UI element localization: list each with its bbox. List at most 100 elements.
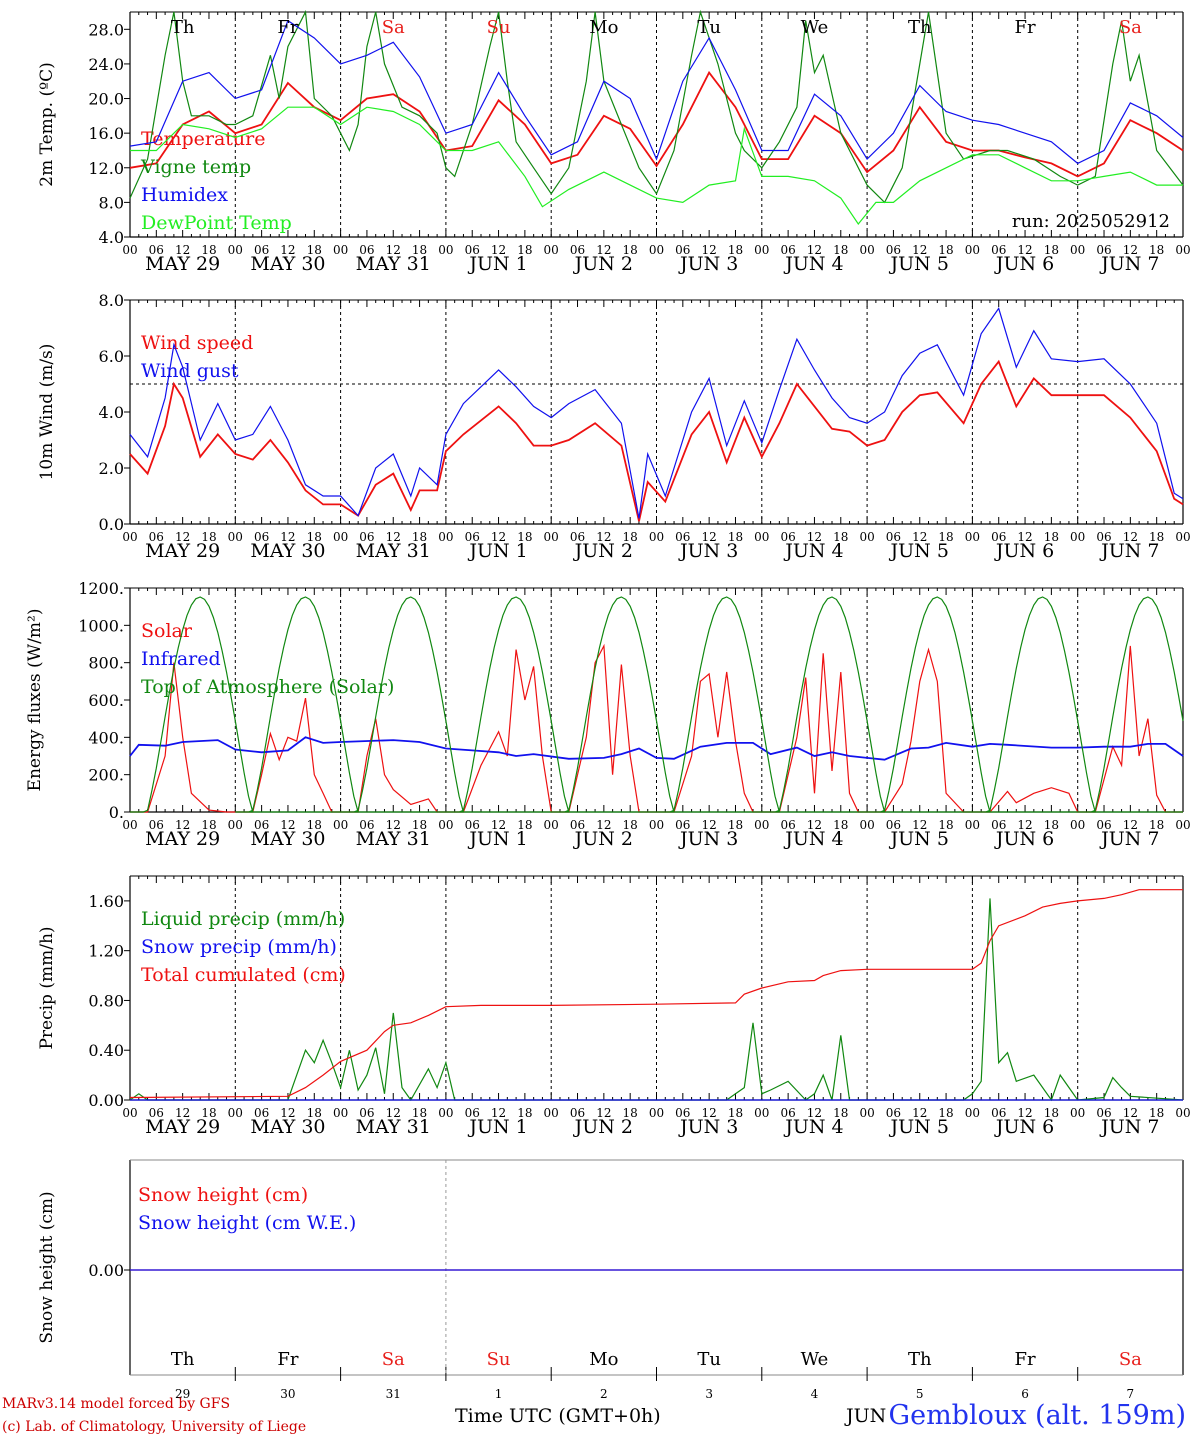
hour-tick-label: 12 <box>386 1106 401 1120</box>
hour-tick-label: 18 <box>412 530 427 544</box>
hour-tick-label: 18 <box>307 243 322 257</box>
hour-tick-label: 18 <box>938 818 953 832</box>
hour-tick-label: 06 <box>886 818 901 832</box>
hour-tick-label: 06 <box>886 1106 901 1120</box>
hour-tick-label: 12 <box>596 243 611 257</box>
hour-tick-label: 00 <box>333 818 348 832</box>
hour-tick-label: 06 <box>149 1106 164 1120</box>
hour-tick-label: 00 <box>649 530 664 544</box>
hour-tick-label: 12 <box>912 530 927 544</box>
weekday-label: Th <box>908 17 932 38</box>
hour-tick-label: 18 <box>728 243 743 257</box>
hour-tick-label: 06 <box>149 818 164 832</box>
weekday-label: Sa <box>1119 17 1142 38</box>
weekday-label: Sa <box>1119 1349 1142 1370</box>
hour-tick-label: 18 <box>623 243 638 257</box>
series-line-liquid-precip-mm-h- <box>129 898 1184 1102</box>
hour-tick-label: 06 <box>780 243 795 257</box>
hour-tick-label: 06 <box>359 530 374 544</box>
hour-tick-label: 00 <box>122 818 137 832</box>
hour-tick-label: 00 <box>333 1106 348 1120</box>
hour-tick-label: 00 <box>1175 818 1190 832</box>
hour-tick-label: 18 <box>623 1106 638 1120</box>
hour-tick-label: 12 <box>491 530 506 544</box>
y-tick-label: 400. <box>88 728 124 747</box>
date-label: MAY 30 <box>250 540 325 562</box>
hour-tick-label: 06 <box>780 818 795 832</box>
date-label: JUN 5 <box>889 828 949 850</box>
hour-tick-label: 12 <box>491 1106 506 1120</box>
hour-tick-label: 06 <box>254 1106 269 1120</box>
hour-tick-label: 18 <box>728 1106 743 1120</box>
y-tick-label: 4.0 <box>99 403 124 422</box>
y-tick-label: 600. <box>88 691 124 710</box>
hour-tick-label: 12 <box>1017 818 1032 832</box>
run-annotation: run: 2025052912 <box>1012 211 1170 232</box>
hour-tick-label: 12 <box>702 818 717 832</box>
date-label: JUN 3 <box>678 540 738 562</box>
y-axis-label: Snow height (cm) <box>37 1191 57 1343</box>
hour-tick-label: 12 <box>491 818 506 832</box>
date-label: JUN 4 <box>783 540 843 562</box>
hour-tick-label: 18 <box>412 243 427 257</box>
weekday-label: Th <box>908 1349 932 1370</box>
station-label: Gembloux (alt. 159m) <box>888 1400 1186 1431</box>
y-tick-label: 12.0 <box>88 159 124 178</box>
hour-tick-label: 00 <box>1175 243 1190 257</box>
hour-tick-label: 06 <box>359 818 374 832</box>
date-label: JUN 6 <box>994 540 1054 562</box>
date-label: JUN 7 <box>1099 540 1159 562</box>
hour-tick-label: 06 <box>1096 243 1111 257</box>
hour-tick-label: 06 <box>465 243 480 257</box>
series-line-wind-gust <box>129 307 1184 519</box>
hour-tick-label: 12 <box>596 818 611 832</box>
hour-tick-label: 00 <box>859 818 874 832</box>
series-line-dewpoint-temp <box>130 106 1183 226</box>
hour-tick-label: 06 <box>1096 818 1111 832</box>
hour-tick-label: 12 <box>280 818 295 832</box>
hour-tick-label: 12 <box>807 530 822 544</box>
hour-tick-label: 00 <box>544 530 559 544</box>
weekday-label: Su <box>487 17 511 38</box>
date-label: JUN 4 <box>783 828 843 850</box>
hour-tick-label: 00 <box>122 243 137 257</box>
legend-entry: Total cumulated (cm) <box>141 964 346 986</box>
hour-tick-label: 18 <box>517 1106 532 1120</box>
model-credit: MARv3.14 model forced by GFS <box>2 1396 231 1412</box>
y-tick-label: 1000. <box>78 616 124 635</box>
y-tick-label: 1.20 <box>88 942 124 961</box>
hour-tick-label: 00 <box>1175 530 1190 544</box>
date-label: JUN 4 <box>783 253 843 275</box>
hour-tick-label: 18 <box>623 818 638 832</box>
hour-tick-label: 06 <box>991 243 1006 257</box>
date-label: JUN 5 <box>889 253 949 275</box>
date-label: JUN 6 <box>994 253 1054 275</box>
y-tick-label: 4.0 <box>99 228 124 247</box>
hour-tick-label: 18 <box>201 1106 216 1120</box>
hour-tick-label: 00 <box>1175 1106 1190 1120</box>
date-label: JUN 2 <box>573 828 633 850</box>
hour-tick-label: 00 <box>228 1106 243 1120</box>
date-label: JUN 5 <box>889 1116 949 1138</box>
hour-tick-label: 18 <box>833 530 848 544</box>
hour-tick-label: 00 <box>754 243 769 257</box>
date-label: JUN 1 <box>467 1116 527 1138</box>
date-label: MAY 30 <box>250 1116 325 1138</box>
weekday-label: Mo <box>589 17 618 38</box>
hour-tick-label: 12 <box>1017 243 1032 257</box>
hour-tick-label: 12 <box>912 243 927 257</box>
month-label: JUN <box>846 1405 887 1427</box>
hour-tick-label: 18 <box>1044 818 1059 832</box>
weekday-label: Fr <box>1015 17 1036 38</box>
hour-tick-label: 18 <box>517 243 532 257</box>
date-label: MAY 30 <box>250 828 325 850</box>
date-label: JUN 3 <box>678 828 738 850</box>
hour-tick-label: 18 <box>1044 243 1059 257</box>
hour-tick-label: 12 <box>386 818 401 832</box>
weekday-label: Th <box>171 1349 195 1370</box>
hour-tick-label: 06 <box>991 818 1006 832</box>
hour-tick-label: 12 <box>1123 243 1138 257</box>
series-line-total-cumulated-cm- <box>129 889 1183 1099</box>
y-tick-label: 0.80 <box>88 991 124 1010</box>
hour-tick-label: 00 <box>1070 243 1085 257</box>
